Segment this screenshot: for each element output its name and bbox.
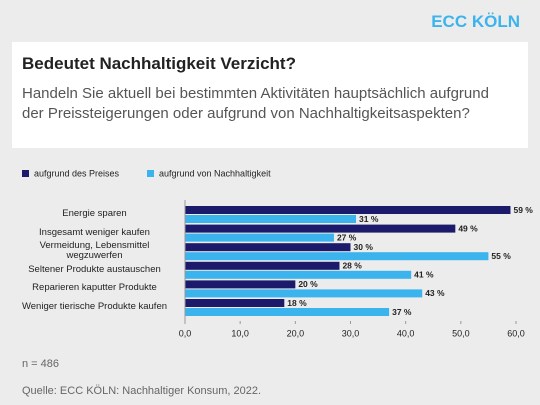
header-box — [12, 42, 528, 148]
y-tick-label: Vermeidung, Lebensmittel wegzuwerfen — [39, 240, 150, 262]
value-label: 18 % — [287, 298, 307, 308]
bar — [185, 243, 351, 252]
y-tick-label: Energie sparen — [62, 208, 127, 219]
value-label: 31 % — [359, 214, 379, 224]
y-tick-label: Insgesamt weniger kaufen — [39, 226, 150, 238]
x-tick-label: 60,0 — [507, 328, 525, 338]
value-label: 55 % — [491, 251, 511, 261]
bar — [185, 215, 357, 223]
legend-swatch — [22, 170, 29, 177]
value-label: 43 % — [425, 288, 445, 298]
x-tick-label: 0,0 — [179, 328, 192, 338]
y-tick-label: Weniger tierische Produkte kaufen — [21, 301, 168, 312]
bar — [185, 308, 390, 316]
value-label: 27 % — [337, 232, 357, 242]
bar — [185, 224, 456, 233]
bar — [185, 299, 285, 307]
value-label: 20 % — [298, 279, 318, 289]
value-label: 37 % — [392, 307, 412, 317]
x-tick-label: 50,0 — [452, 328, 470, 338]
x-tick-label: 10,0 — [231, 328, 249, 338]
y-tick-label: Seltener Produkte austauschen — [28, 263, 161, 275]
brand: ECC KÖLN — [431, 12, 520, 31]
bar — [185, 261, 340, 270]
bar — [185, 289, 423, 298]
value-label: 30 % — [354, 242, 374, 252]
value-label: 49 % — [458, 223, 478, 233]
note: n = 486 — [22, 358, 60, 370]
chart-title: Bedeutet Nachhaltigkeit Verzicht? — [22, 54, 296, 73]
source: Quelle: ECC KÖLN: Nachhaltiger Konsum, 2… — [22, 385, 262, 397]
value-label: 41 % — [414, 270, 434, 280]
bar — [185, 252, 489, 261]
bar — [185, 280, 296, 289]
legend-swatch — [147, 170, 154, 177]
y-tick-label: Reparieren kaputter Produkte — [32, 282, 157, 294]
bar — [185, 206, 511, 214]
x-tick-label: 20,0 — [287, 328, 305, 338]
value-label: 59 % — [513, 205, 533, 215]
x-tick-label: 30,0 — [342, 328, 360, 338]
bar — [185, 270, 412, 279]
legend-label: aufgrund von Nachhaltigkeit — [159, 168, 271, 178]
x-tick-label: 40,0 — [397, 328, 415, 338]
chart-subtitle: Handeln Sie aktuell bei bestimmten Aktiv… — [22, 85, 489, 122]
bar — [185, 233, 334, 242]
legend-label: aufgrund des Preises — [34, 168, 120, 178]
value-label: 28 % — [342, 261, 362, 271]
